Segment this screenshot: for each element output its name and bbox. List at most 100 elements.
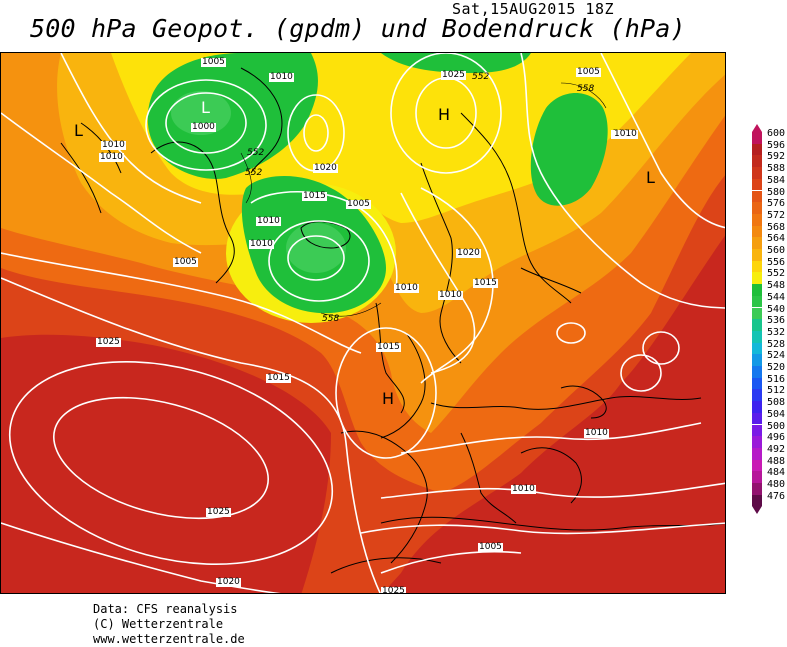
- legend-swatch: [752, 330, 762, 343]
- isobar-label: 1010: [438, 290, 463, 300]
- legend-label: 572: [767, 209, 786, 221]
- legend-label: 544: [767, 291, 786, 303]
- legend-label: 528: [767, 338, 786, 350]
- legend-swatch: [752, 412, 762, 425]
- isobar-label: 1005: [478, 542, 503, 552]
- legend-label: 504: [767, 408, 786, 420]
- isobar-label: 1015: [266, 373, 291, 383]
- legend-label: 560: [767, 245, 786, 256]
- isobar-1020-biscay: [335, 327, 437, 459]
- troughs: [147, 53, 608, 314]
- coastlines: [60, 67, 725, 574]
- credit-copyright: (C) Wetterzentrale: [93, 617, 224, 631]
- legend-swatch: [752, 295, 762, 308]
- geopotential-contours: [240, 82, 607, 317]
- legend-bottom-cap: [752, 506, 762, 515]
- isobar-label: 1010: [249, 239, 274, 249]
- legend-label: 524: [767, 350, 786, 362]
- legend-swatch: [752, 366, 762, 378]
- chart-title: 500 hPa Geopot. (gpdm) und Bodendruck (h…: [30, 14, 686, 43]
- legend-label: 476: [767, 490, 786, 502]
- legend-label: 492: [767, 443, 786, 455]
- legend-swatch: [752, 202, 762, 214]
- isobar-1025: [52, 396, 270, 520]
- trough-scandinavia: [530, 93, 608, 206]
- pressure-center-H-biscay: H: [382, 389, 395, 408]
- isobar-label: 1005: [173, 257, 198, 267]
- legend-label: 500: [767, 420, 786, 432]
- legend-swatch: [752, 377, 762, 390]
- pressure-center-L-west: L: [74, 121, 83, 140]
- isobar-label: 1025: [96, 337, 121, 347]
- legend-label: 580: [767, 186, 786, 198]
- isobar-label: 552: [245, 168, 263, 178]
- legend-label: 496: [767, 432, 786, 444]
- isobar-label: 1010: [394, 283, 419, 293]
- legend-top-cap: [752, 124, 762, 132]
- legend-label: 540: [767, 303, 786, 315]
- isobar-label: 1015: [376, 342, 401, 352]
- legend-swatch: [752, 272, 762, 285]
- legend-swatch: [752, 143, 762, 156]
- isobars: [1, 53, 725, 593]
- legend-swatch: [752, 284, 762, 296]
- legend-swatch: [752, 447, 762, 460]
- legend-label: 588: [767, 163, 786, 175]
- legend-swatch: [752, 459, 762, 472]
- legend-swatch: [752, 307, 762, 320]
- isobar-label: 1000: [191, 122, 216, 132]
- legend-label: 568: [767, 221, 786, 233]
- legend-swatch: [752, 213, 762, 226]
- legend-label: 516: [767, 373, 786, 385]
- isobar-label: 552: [247, 148, 265, 158]
- legend-label: 556: [767, 256, 786, 268]
- legend-swatch: [752, 354, 762, 366]
- trough-north: [381, 53, 531, 73]
- pressure-center-L-east: L: [646, 168, 655, 187]
- credit-data-source: Data: CFS reanalysis: [93, 602, 238, 616]
- isobar-label: 1010: [584, 428, 609, 438]
- isobar-label: 1020: [216, 577, 241, 587]
- legend-swatch: [752, 178, 762, 191]
- legend-label: 596: [767, 139, 786, 151]
- isobar-1000: [165, 92, 247, 154]
- legend-label: 536: [767, 315, 786, 327]
- isobar-label: 552: [472, 72, 490, 82]
- legend-swatch: [752, 424, 762, 437]
- legend-swatch: [752, 436, 762, 448]
- isobar-label: 1010: [511, 484, 536, 494]
- credit-website[interactable]: www.wetterzentrale.de: [93, 632, 245, 646]
- legend-swatch: [752, 132, 762, 144]
- isobar-label: 1015: [302, 191, 327, 201]
- legend-label: 592: [767, 151, 786, 163]
- legend-label: 484: [767, 467, 786, 479]
- isobar-label: 1010: [99, 152, 124, 162]
- legend-swatch: [752, 190, 762, 203]
- legend-label: 584: [767, 174, 786, 186]
- weather-map[interactable]: L L L H H 1005 1010 1000 1010 1010 552 552 1020…: [0, 52, 726, 594]
- legend-swatch: [752, 237, 762, 249]
- legend-label: 532: [767, 326, 786, 338]
- legend-swatch: [752, 494, 762, 507]
- legend-swatch: [752, 401, 762, 413]
- isobar-label: 1005: [346, 199, 371, 209]
- legend-swatch: [752, 249, 762, 261]
- map-canvas: [1, 53, 725, 593]
- isobar-label: 1025: [441, 70, 466, 80]
- valid-time: Sat,15AUG2015 18Z: [452, 0, 615, 18]
- isobar-label: 1010: [613, 129, 638, 139]
- credits: Data: CFS reanalysis (C) Wetterzentrale …: [93, 602, 245, 647]
- legend-swatch: [752, 389, 762, 402]
- isobar-label: 1015: [473, 278, 498, 288]
- legend-label: 576: [767, 198, 786, 210]
- isobar-label: 1005: [201, 57, 226, 67]
- pressure-center-H-north: H: [438, 105, 451, 124]
- isobar-label: 1020: [456, 248, 481, 258]
- legend-swatch: [752, 225, 762, 238]
- isobar-label: 1025: [206, 507, 231, 517]
- legend-swatch: [752, 155, 762, 168]
- pressure-center-L-iceland: L: [201, 98, 210, 117]
- isobar-label: 558: [577, 84, 595, 94]
- legend-swatch: [752, 260, 762, 273]
- isobar-label: 1020: [313, 163, 338, 173]
